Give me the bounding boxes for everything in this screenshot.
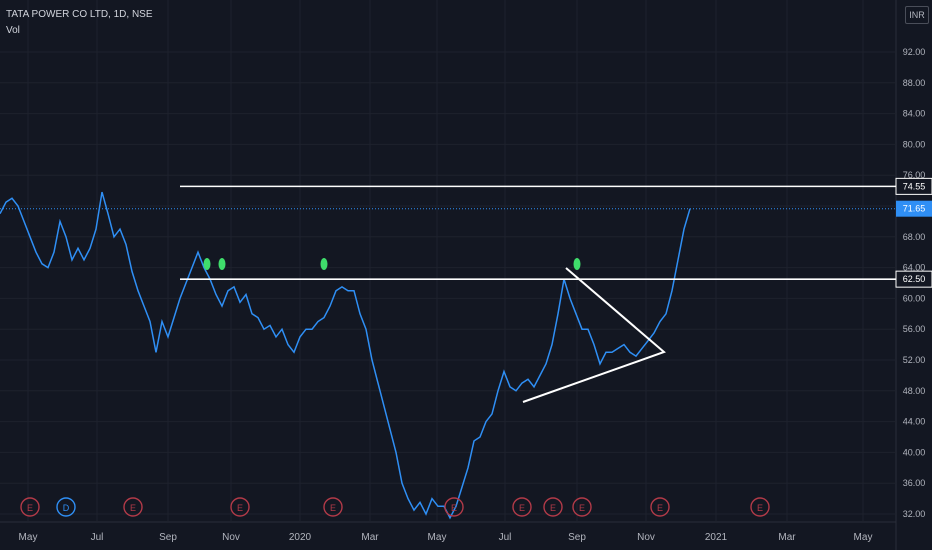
event-marker-label: E	[237, 503, 243, 513]
y-tick-label: 64.00	[903, 263, 926, 273]
event-marker-label: E	[657, 503, 663, 513]
signal-dot	[320, 258, 328, 270]
current-price-tag	[896, 200, 932, 217]
y-tick-label: 68.00	[903, 232, 926, 242]
x-tick-label: May	[19, 532, 38, 543]
volume-indicator-label: Vol	[6, 25, 20, 36]
event-marker-label: E	[330, 503, 336, 513]
y-tick-label: 76.00	[903, 170, 926, 180]
y-tick-label: 84.00	[903, 109, 926, 119]
x-tick-label: Sep	[159, 532, 177, 543]
event-marker-label: E	[451, 503, 457, 513]
event-marker	[230, 497, 250, 517]
signal-dot	[203, 258, 211, 270]
y-tick-label: 44.00	[903, 417, 926, 427]
x-tick-label: Jul	[91, 532, 104, 543]
x-tick-label: Nov	[637, 532, 655, 543]
currency-button[interactable]: INR	[905, 6, 929, 24]
support-price-label: 62.50	[903, 274, 926, 284]
event-marker-label: E	[550, 503, 556, 513]
resistance-price-label: 74.55	[903, 181, 926, 191]
current-price-label: 71.65	[903, 204, 926, 214]
event-marker	[650, 497, 670, 517]
x-tick-label: Nov	[222, 532, 240, 543]
x-tick-label: Mar	[361, 532, 379, 543]
event-marker	[56, 497, 76, 517]
event-marker-label: E	[27, 503, 33, 513]
x-tick-label: 2020	[289, 532, 312, 543]
y-tick-label: 56.00	[903, 324, 926, 334]
y-tick-label: 36.00	[903, 478, 926, 488]
event-marker	[750, 497, 770, 517]
event-marker-label: E	[130, 503, 136, 513]
y-tick-label: 92.00	[903, 47, 926, 57]
y-tick-label: 48.00	[903, 386, 926, 396]
event-marker	[323, 497, 343, 517]
y-tick-label: 60.00	[903, 293, 926, 303]
event-marker	[20, 497, 40, 517]
event-marker-label: D	[63, 503, 70, 513]
event-marker-label: E	[519, 503, 525, 513]
event-marker	[543, 497, 563, 517]
x-tick-label: 2021	[705, 532, 728, 543]
x-tick-label: May	[428, 532, 447, 543]
x-tick-label: Jul	[499, 532, 512, 543]
y-tick-label: 52.00	[903, 355, 926, 365]
x-tick-label: May	[854, 532, 873, 543]
event-marker-label: E	[757, 503, 763, 513]
price-series-line	[0, 191, 691, 520]
y-tick-label: 80.00	[903, 139, 926, 149]
symbol-title: TATA POWER CO LTD, 1D, NSE	[6, 9, 153, 20]
y-tick-label: 40.00	[903, 447, 926, 457]
signal-dot	[573, 258, 581, 270]
triangle-pattern	[522, 267, 666, 403]
x-tick-label: Sep	[568, 532, 586, 543]
resistance-price-tag	[895, 177, 932, 195]
event-marker	[123, 497, 143, 517]
support-price-tag	[895, 270, 932, 288]
signal-dot	[218, 258, 226, 270]
y-tick-label: 88.00	[903, 78, 926, 88]
event-marker	[512, 497, 532, 517]
event-marker-label: E	[579, 503, 585, 513]
x-tick-label: Mar	[778, 532, 796, 543]
event-marker	[572, 497, 592, 517]
event-marker	[444, 497, 464, 517]
y-tick-label: 32.00	[903, 509, 926, 519]
